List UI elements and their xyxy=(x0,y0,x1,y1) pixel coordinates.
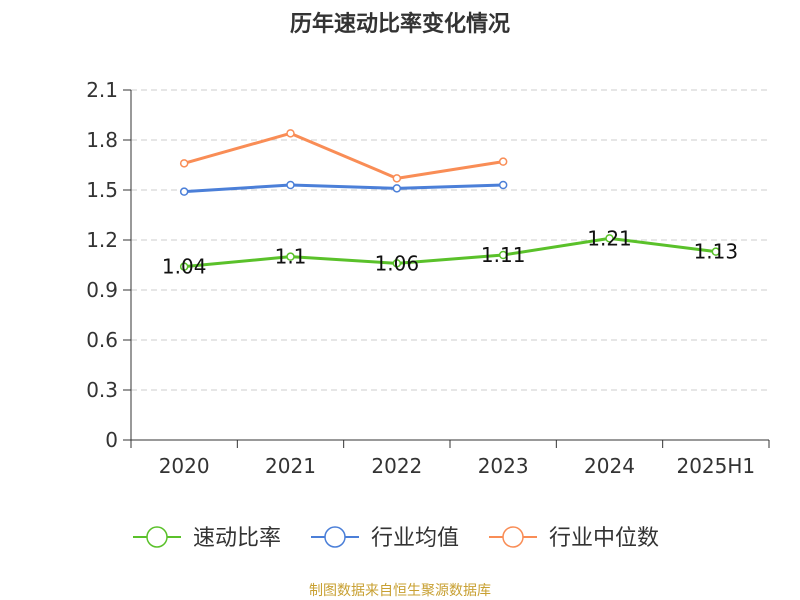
y-tick-label: 0 xyxy=(105,428,118,452)
legend-marker xyxy=(324,526,346,548)
data-point-行业中位数 xyxy=(498,157,508,166)
legend[interactable]: 速动比率 行业均值 行业中位数 xyxy=(133,526,659,551)
data-point-速动比率 xyxy=(711,247,721,256)
x-tick-label-2025H1: 2025H1 xyxy=(676,454,755,478)
y-tick-label: 1.2 xyxy=(86,228,118,252)
x-tick-label-2020: 2020 xyxy=(159,454,210,478)
data-point-速动比率 xyxy=(179,262,189,271)
legend-label: 速动比率 xyxy=(193,526,281,551)
data-point-行业中位数 xyxy=(179,159,189,168)
data-label: 1.06 xyxy=(375,251,420,275)
data-point-速动比率 xyxy=(605,234,614,243)
series-layer xyxy=(179,129,721,271)
source-note: 制图数据来自恒生聚源数据库 xyxy=(309,583,491,599)
data-point-速动比率 xyxy=(392,259,402,268)
data-label: 1.04 xyxy=(162,255,207,279)
data-point-行业均值 xyxy=(179,187,189,196)
chart-title: 历年速动比率变化情况 xyxy=(289,12,510,37)
y-tick-label: 0.6 xyxy=(86,328,118,352)
y-tick-label: 1.8 xyxy=(86,128,118,152)
data-point-行业均值 xyxy=(498,180,508,190)
legend-label: 行业中位数 xyxy=(549,526,659,551)
legend-marker xyxy=(502,526,524,548)
data-label: 1.11 xyxy=(481,243,526,267)
data-point-行业中位数 xyxy=(286,129,295,138)
y-tick-label: 2.1 xyxy=(86,78,118,102)
data-label: 1.21 xyxy=(587,226,632,250)
data-point-速动比率 xyxy=(498,250,508,260)
y-tick-label: 0.3 xyxy=(86,378,118,402)
series-line-速动比率 xyxy=(184,236,717,269)
data-label: 1.1 xyxy=(275,245,307,269)
data-label: 1.13 xyxy=(694,240,739,264)
data-point-行业中位数 xyxy=(392,174,402,183)
x-tick-label-2022: 2022 xyxy=(371,454,422,478)
legend-item-行业均值[interactable]: 行业均值 xyxy=(311,526,459,551)
y-tick-label: 1.5 xyxy=(86,178,118,202)
x-tick-label-2021: 2021 xyxy=(265,454,316,478)
grid-layer xyxy=(131,89,769,391)
axis-layer: 0 0.3 0.6 0.9 1.2 1.5 1.8 2.1 2020 2021 2022 2023 20… xyxy=(86,78,770,478)
data-point-行业均值 xyxy=(392,184,402,193)
x-tick-label-2024: 2024 xyxy=(584,454,635,478)
legend-item-行业中位数[interactable]: 行业中位数 xyxy=(489,526,659,551)
legend-marker xyxy=(146,526,168,548)
y-tick-label: 0.9 xyxy=(86,278,118,302)
data-point-速动比率 xyxy=(286,252,295,261)
x-tick-label-2023: 2023 xyxy=(478,454,529,478)
legend-label: 行业均值 xyxy=(371,526,459,551)
series-line-行业均值 xyxy=(184,183,504,194)
label-layer: 1.04 1.1 1.06 1.11 1.21 1.13 xyxy=(162,226,738,278)
series-line-行业中位数 xyxy=(183,131,504,180)
legend-item-速动比率[interactable]: 速动比率 xyxy=(133,526,281,551)
data-point-行业均值 xyxy=(286,180,295,190)
